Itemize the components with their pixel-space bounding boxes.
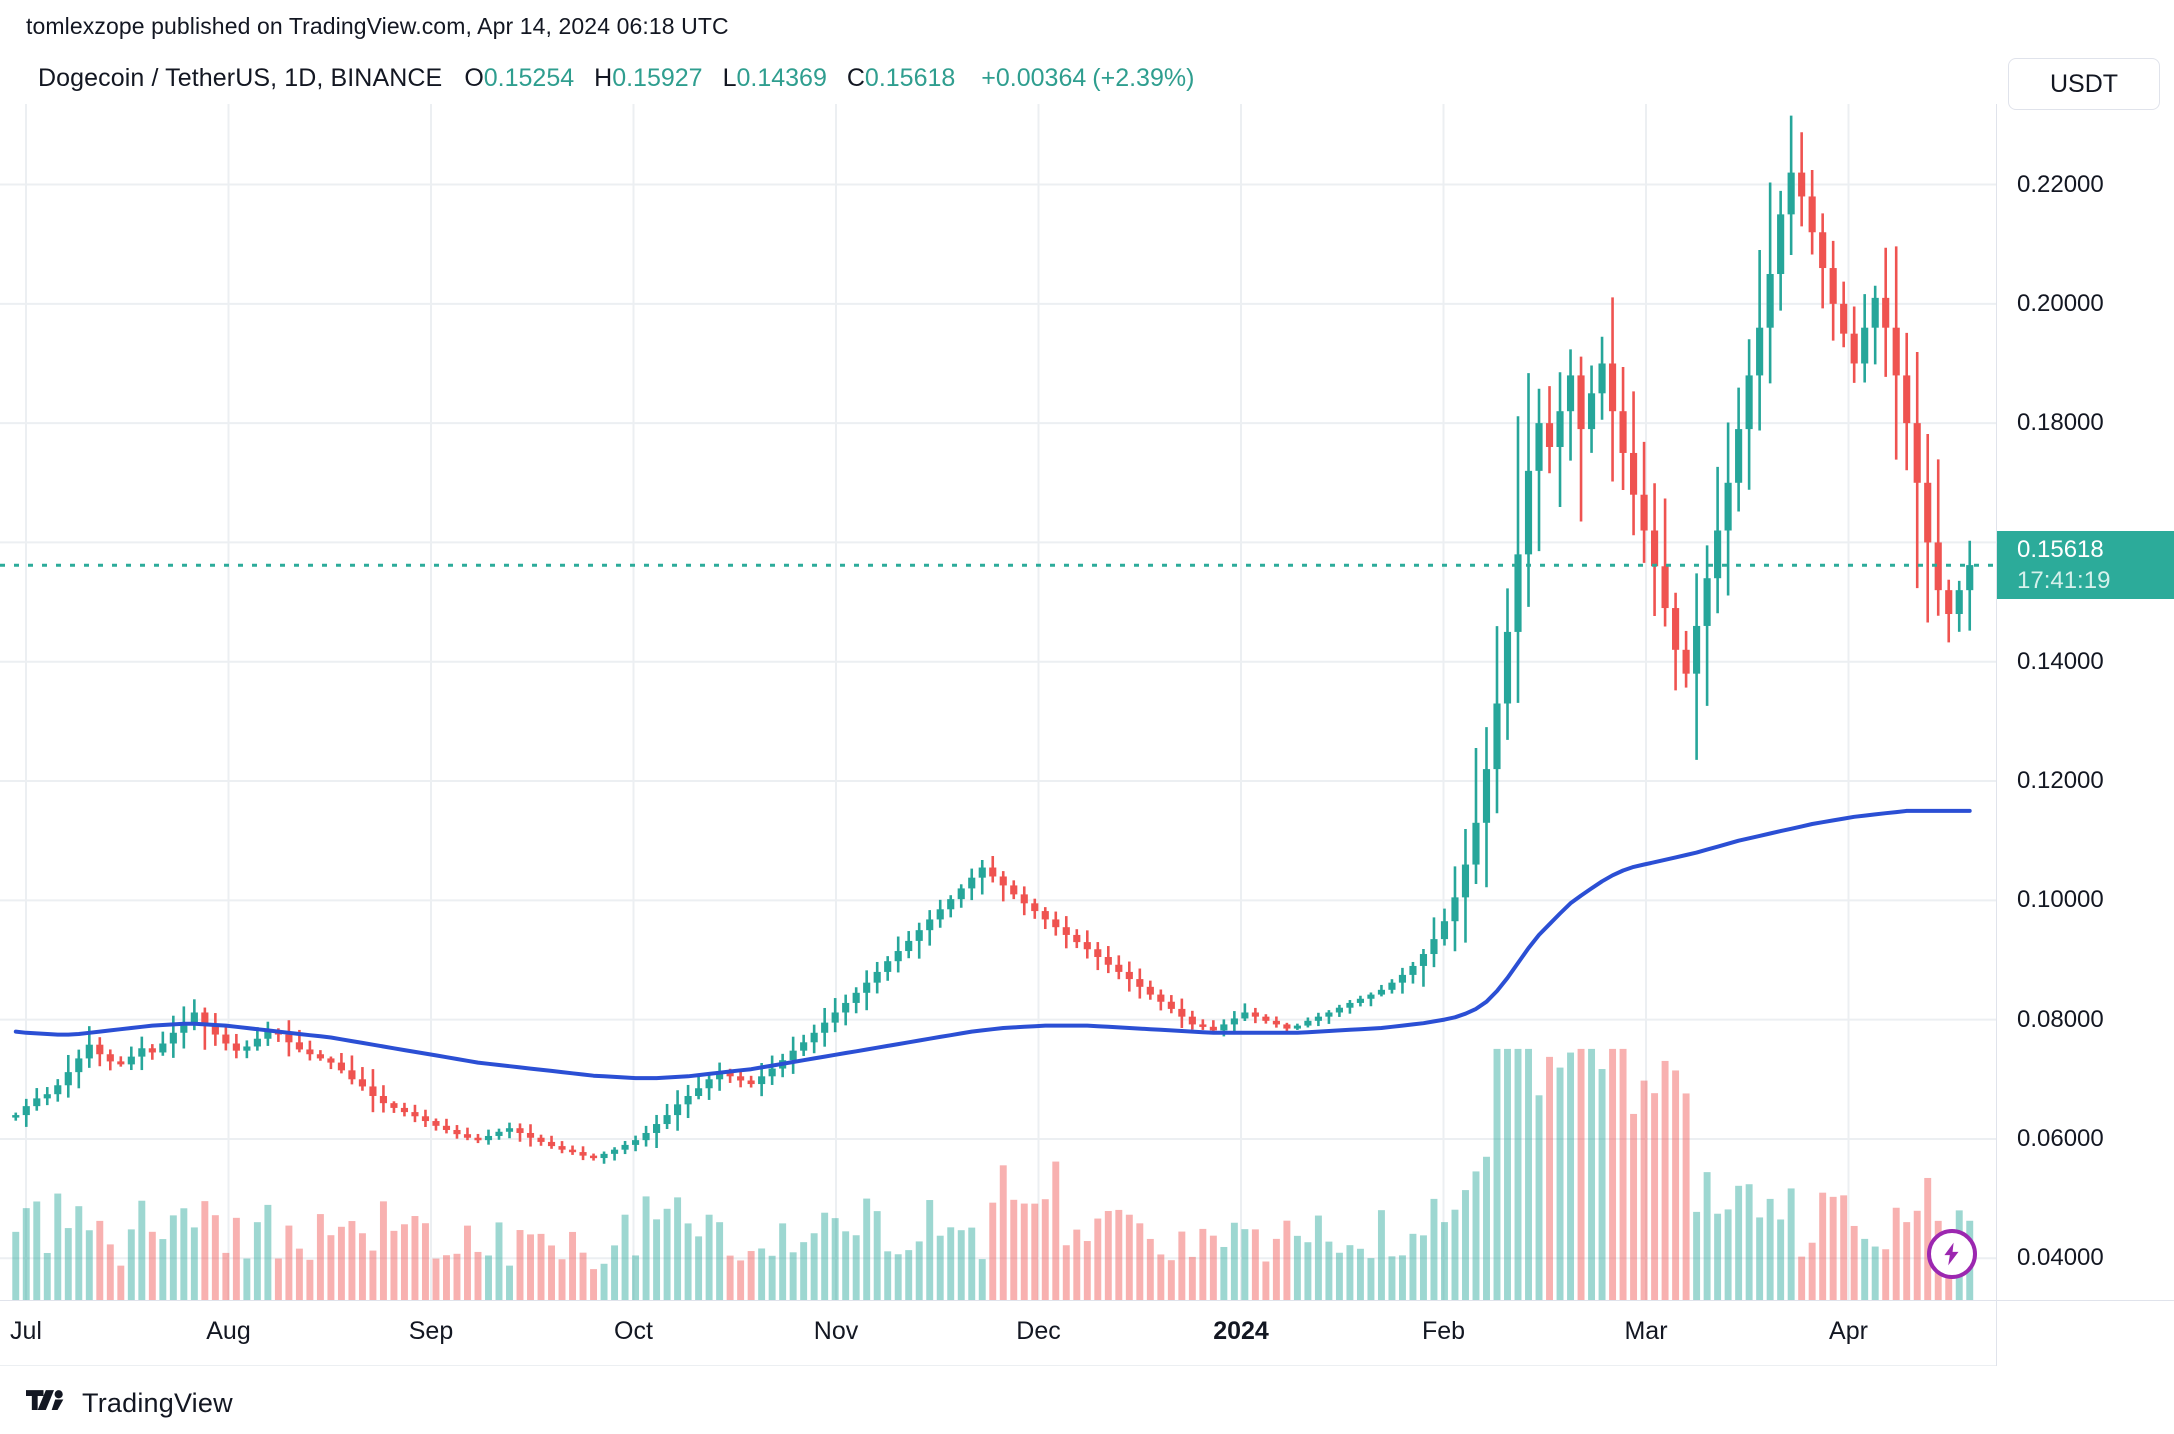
low-tag: L	[722, 63, 737, 92]
bolt-glyph	[1944, 1242, 1959, 1266]
time-tick: 2024	[1213, 1317, 1269, 1345]
change-percent: (+2.39%)	[1092, 63, 1195, 92]
current-price-badge[interactable]: 0.15618 17:41:19	[1997, 531, 2174, 600]
time-tick: Aug	[206, 1317, 251, 1345]
price-tick: 0.14000	[2017, 647, 2104, 675]
time-axis[interactable]: Jul Aug Sep Oct Nov Dec 2024 Feb Mar Apr	[0, 1300, 1996, 1366]
attribution-text: tomlexzope published on TradingView.com,…	[26, 12, 729, 39]
time-tick: Oct	[614, 1317, 653, 1345]
high-value: 0.15927	[612, 63, 703, 92]
tradingview-wordmark: TradingView	[82, 1387, 233, 1418]
open-tag: O	[464, 63, 484, 92]
price-tick: 0.08000	[2017, 1005, 2104, 1033]
price-tick: 0.22000	[2017, 170, 2104, 198]
attribution-bar: tomlexzope published on TradingView.com,…	[0, 0, 2174, 52]
change-absolute: +0.00364	[981, 63, 1087, 92]
currency-chip[interactable]: USDT	[2008, 58, 2160, 110]
symbol-label[interactable]: Dogecoin / TetherUS, 1D, BINANCE	[38, 63, 443, 92]
tradingview-logo-icon	[26, 1390, 64, 1410]
close-value: 0.15618	[864, 63, 956, 92]
axis-corner	[1996, 1300, 2174, 1366]
price-axis[interactable]: 0.220000.200000.180000.160000.140000.120…	[1996, 104, 2174, 1300]
ohlc-open: O0.15254	[464, 64, 574, 93]
open-value: 0.15254	[483, 63, 575, 92]
chart-plot-area[interactable]	[0, 104, 1996, 1300]
high-tag: H	[594, 63, 613, 92]
price-tick: 0.10000	[2017, 886, 2104, 914]
price-tick: 0.20000	[2017, 289, 2104, 317]
price-tick: 0.18000	[2017, 409, 2104, 437]
time-tick: Dec	[1016, 1317, 1061, 1345]
ohlc-high: H0.15927	[594, 64, 702, 93]
close-tag: C	[846, 63, 865, 92]
price-tick: 0.12000	[2017, 767, 2104, 795]
ohlc-low: L0.14369	[723, 64, 827, 93]
badge-countdown: 17:41:19	[2017, 567, 2111, 595]
time-tick: Mar	[1624, 1317, 1668, 1345]
ohlc-values: O0.15254 H0.15927 L0.14369 C0.15618 +0.0…	[464, 64, 1194, 93]
lightning-bolt-icon[interactable]	[1927, 1229, 1977, 1279]
time-tick: Nov	[813, 1317, 859, 1345]
chart-legend: Dogecoin / TetherUS, 1D, BINANCE O0.1525…	[0, 52, 1194, 104]
low-value: 0.14369	[736, 63, 827, 92]
time-tick: Jul	[10, 1317, 42, 1345]
chart-canvas	[0, 104, 1996, 1300]
time-tick: Feb	[1421, 1317, 1466, 1345]
ohlc-close: C0.15618	[847, 64, 955, 93]
badge-price: 0.15618	[2017, 536, 2104, 564]
price-tick: 0.06000	[2017, 1124, 2104, 1152]
footer-brand: TradingView	[0, 1372, 2174, 1434]
time-tick: Apr	[1829, 1317, 1868, 1345]
time-tick: Sep	[408, 1317, 454, 1345]
price-tick: 0.04000	[2017, 1244, 2104, 1272]
